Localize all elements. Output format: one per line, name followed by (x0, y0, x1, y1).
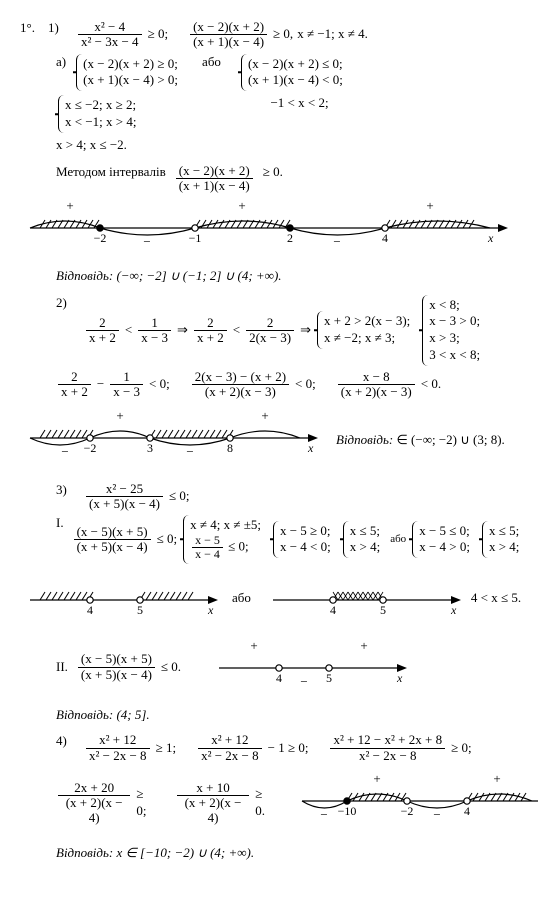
problem-label: 1°. (20, 20, 40, 37)
p1-num: 1) (48, 20, 68, 37)
svg-text:4: 4 (382, 231, 388, 245)
svg-text:+: + (360, 638, 367, 653)
p3-II: II. (x − 5)(x + 5)(x + 5)(x − 4) ≤ 0. 45… (56, 634, 538, 701)
p1-sysC-row: x ≤ −2; x ≥ 2; x < −1; x > 4; −1 < x < 2… (56, 95, 538, 133)
svg-text:2: 2 (287, 231, 293, 245)
p1-concl: x > 4; x ≤ −2. (56, 137, 538, 154)
svg-text:−2: −2 (84, 441, 97, 455)
p1-eq1: x² − 4x² − 3x − 4 ≥ 0; (x − 2)(x + 2)(x … (76, 20, 368, 50)
svg-text:−2: −2 (94, 231, 107, 245)
p2-line2: 2x + 2 − 1x − 3 < 0; 2(x − 3) − (x + 2)(… (56, 370, 538, 400)
svg-text:4: 4 (330, 603, 336, 617)
svg-text:−: − (320, 807, 327, 822)
svg-text:−: − (143, 234, 150, 249)
svg-text:x: x (307, 441, 314, 455)
svg-text:5: 5 (326, 671, 332, 685)
svg-text:4: 4 (87, 603, 93, 617)
svg-text:+: + (426, 198, 433, 213)
p2-line1: 2) 2x + 2 < 1x − 3 ⇒ 2x + 2 < 22(x − 3) … (56, 295, 538, 367)
p1-numline: −2 −1 2 4 + − + − + x (20, 198, 510, 260)
svg-text:5: 5 (380, 603, 386, 617)
p1-sysB: (x − 2)(x + 2) ≤ 0; (x + 1)(x − 4) < 0; (241, 54, 347, 92)
svg-text:−: − (333, 234, 340, 249)
p4-answer: Відповідь: x ∈ [−10; −2) ∪ (4; +∞). (56, 845, 538, 862)
svg-text:x: x (207, 603, 214, 617)
svg-text:5: 5 (137, 603, 143, 617)
svg-text:4: 4 (276, 671, 282, 685)
svg-text:+: + (238, 198, 245, 213)
p1-method: Методом інтервалів (x − 2)(x + 2)(x + 1)… (56, 164, 538, 194)
svg-text:+: + (493, 771, 500, 786)
svg-text:−: − (433, 807, 440, 822)
svg-text:−: − (186, 444, 193, 459)
svg-text:+: + (116, 408, 123, 423)
p1-sysC: x ≤ −2; x ≥ 2; x < −1; x > 4; (58, 95, 140, 133)
p3-I: I. (x − 5)(x + 5)(x + 5)(x − 4) ≤ 0; x ≠… (56, 515, 538, 563)
p1-sub-a: а) (x − 2)(x + 2) ≥ 0; (x + 1)(x − 4) > … (56, 54, 538, 92)
svg-text:+: + (261, 408, 268, 423)
p2-numline: −2 3 8 − + − + x (20, 408, 320, 470)
p1-answer: Відповідь: (−∞; −2] ∪ (−1; 2] ∪ (4; +∞). (56, 268, 538, 285)
svg-text:+: + (373, 771, 380, 786)
p3-answer: Відповідь: (4; 5]. (56, 707, 538, 724)
svg-text:+: + (66, 198, 73, 213)
svg-text:−2: −2 (401, 804, 414, 818)
p1-line1: 1°. 1) x² − 4x² − 3x − 4 ≥ 0; (x − 2)(x … (20, 20, 538, 50)
svg-text:8: 8 (227, 441, 233, 455)
svg-text:x: x (396, 671, 403, 685)
svg-text:3: 3 (147, 441, 153, 455)
svg-text:4: 4 (464, 804, 470, 818)
svg-text:−: − (61, 444, 68, 459)
svg-text:−10: −10 (338, 804, 357, 818)
p3-line1: 3) x² − 25(x + 5)(x − 4) ≤ 0; (56, 482, 538, 512)
svg-text:x: x (487, 231, 494, 245)
p1-sysA: (x − 2)(x + 2) ≥ 0; (x + 1)(x − 4) > 0; (76, 54, 182, 92)
p4-line1: 4) x² + 12x² − 2x − 8 ≥ 1; x² + 12x² − 2… (56, 733, 538, 763)
p3-nlrow1: 45x або 45x 4 < x ≤ 5. (20, 568, 538, 630)
p2-nl-row: −238−+−+x Відповідь: ∈ (−∞; −2) ∪ (3; 8)… (20, 404, 538, 478)
svg-text:x: x (450, 603, 457, 617)
svg-text:−1: −1 (189, 231, 202, 245)
p4-line2: 2x + 20(x + 2)(x − 4) ≥ 0; x + 10(x + 2)… (56, 767, 538, 839)
svg-text:+: + (250, 638, 257, 653)
svg-text:−: − (300, 674, 307, 689)
